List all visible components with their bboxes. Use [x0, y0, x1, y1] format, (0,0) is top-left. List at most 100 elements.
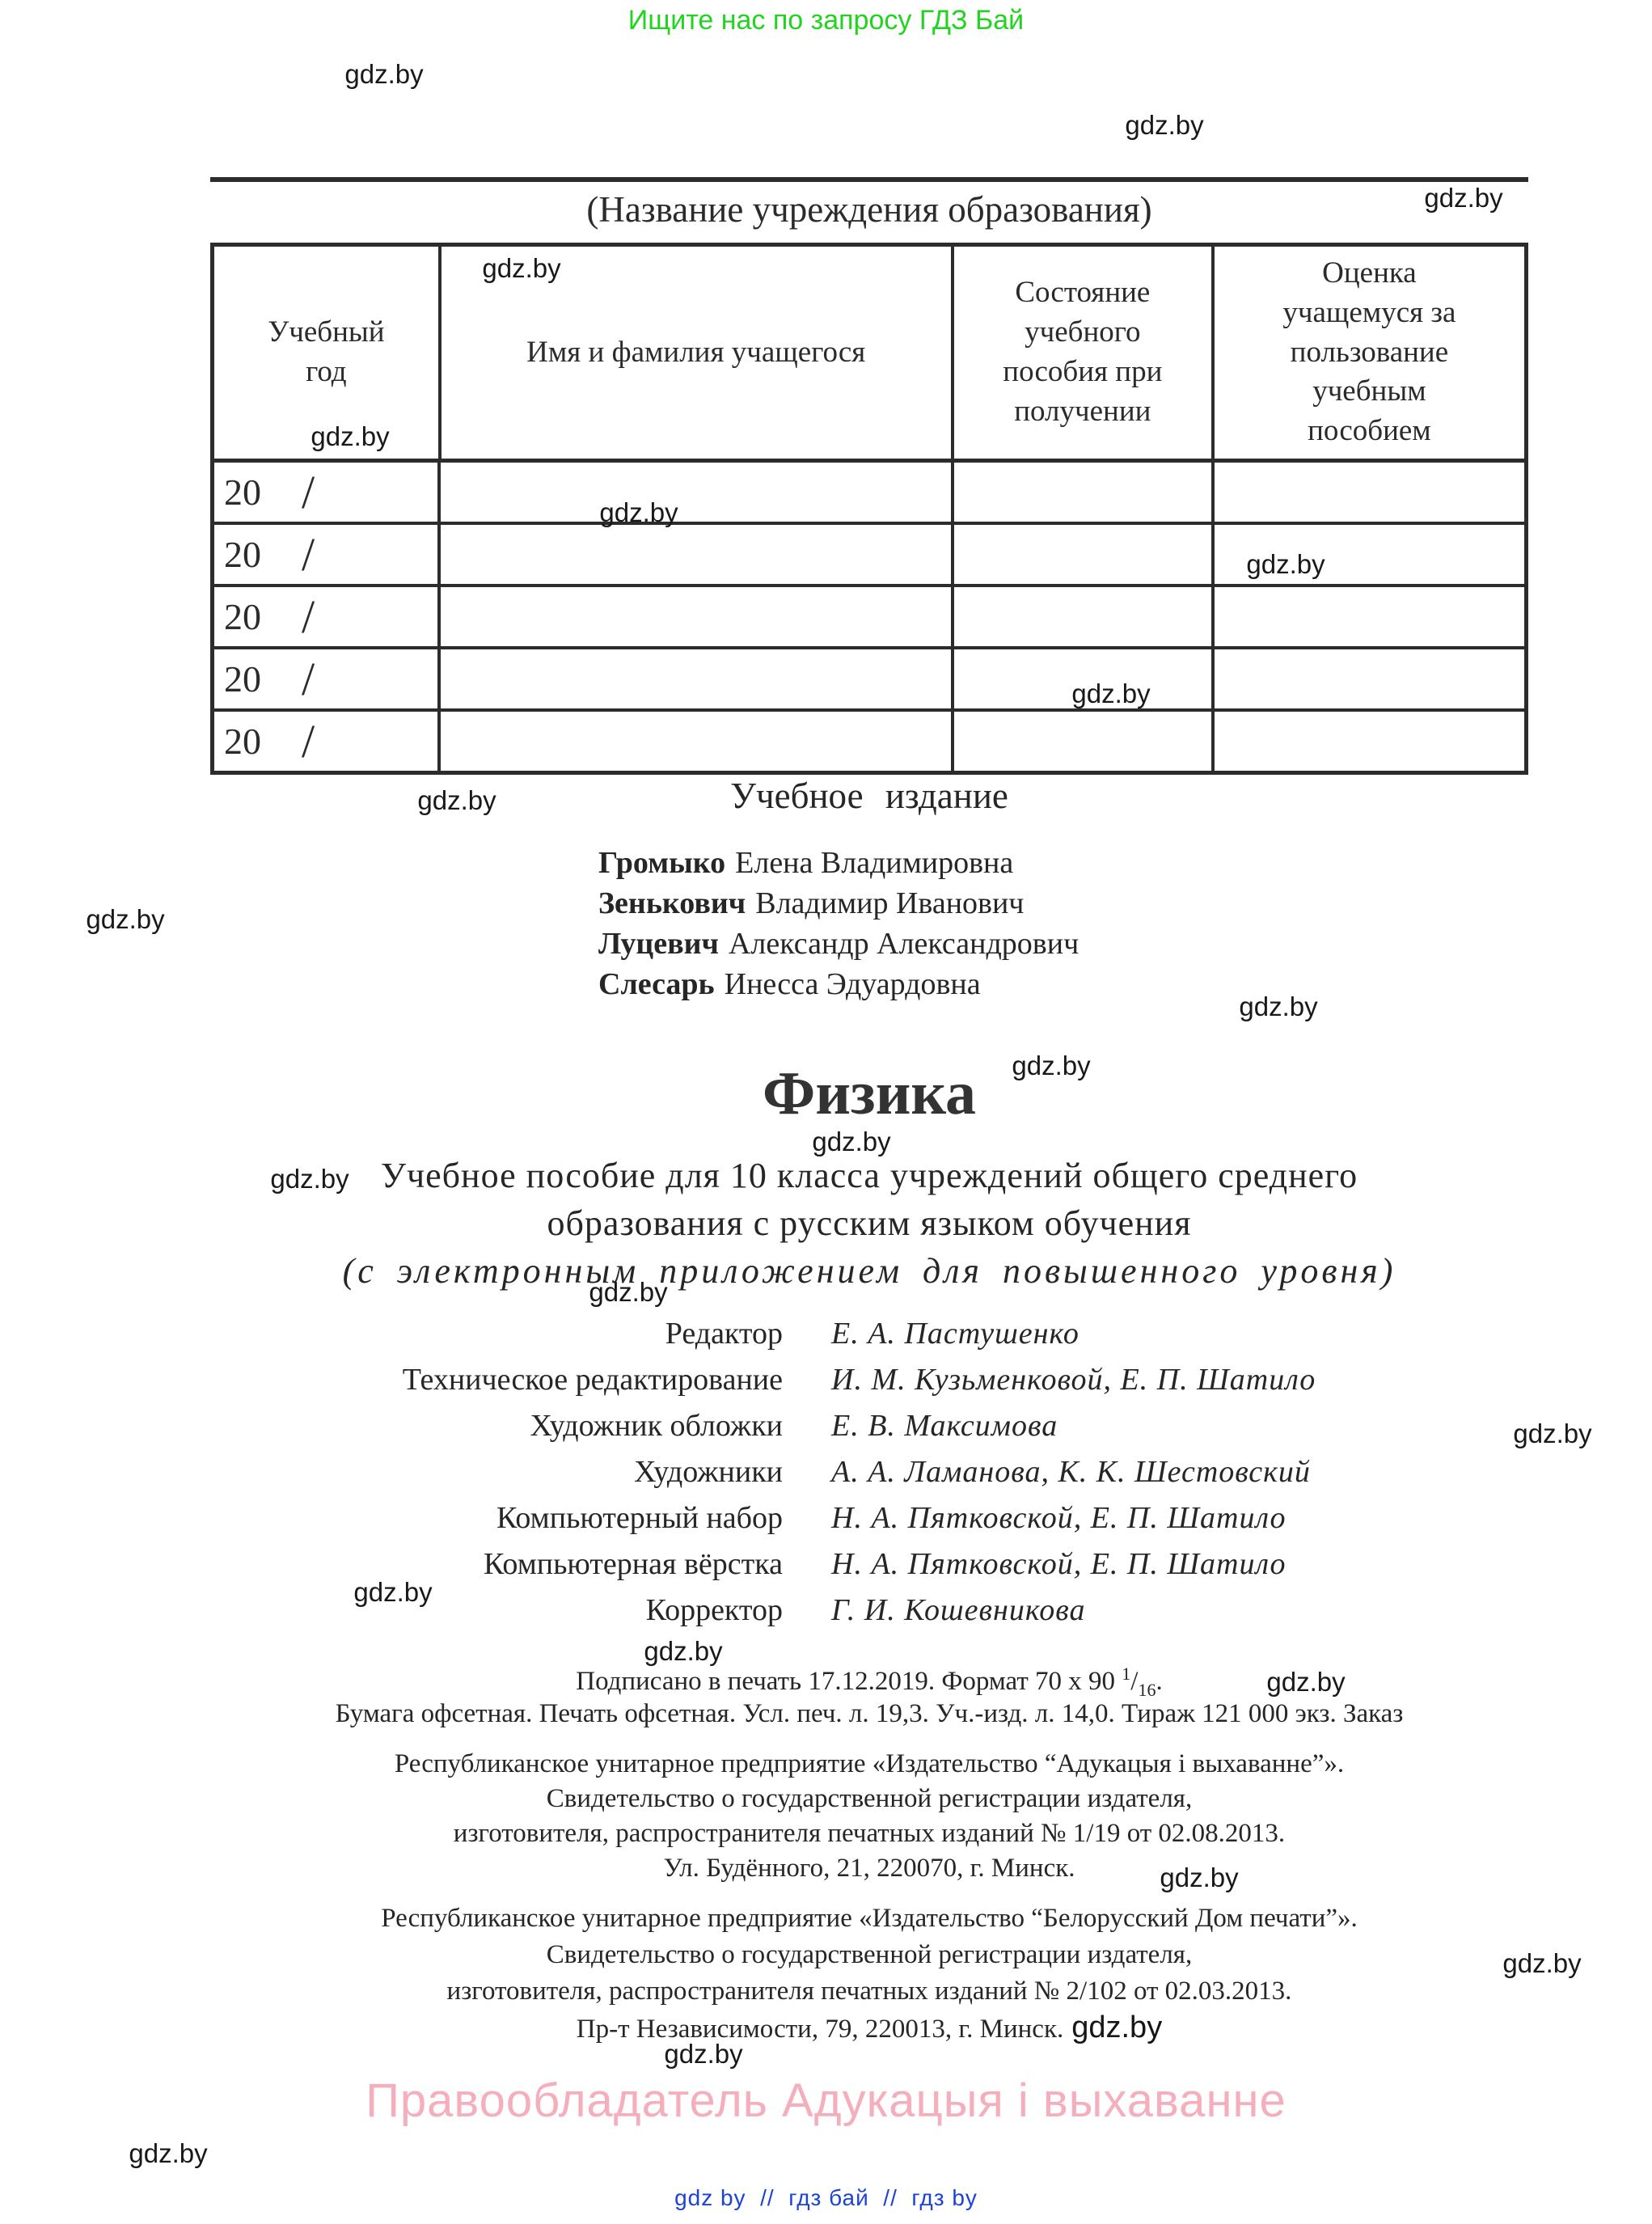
gdz-watermark: gdz.by — [1502, 1948, 1582, 1978]
gdz-watermark: gdz.by — [353, 1577, 433, 1607]
publisher-line: Свидетельство о государственной регистра… — [546, 1784, 1193, 1813]
credit-names: Г. И. Кошевникова — [831, 1592, 1086, 1627]
table-heading: (Название учреждения образования) — [586, 189, 1152, 230]
publisher-line: Свидетельство о государственной регистра… — [546, 1940, 1193, 1969]
gdz-watermark: gdz.by — [1012, 1051, 1091, 1080]
publisher-line: изготовителя, распространителя печатных … — [446, 1977, 1292, 2006]
footer-links[interactable]: gdz by // гдз бай // гдз by — [674, 2185, 978, 2210]
year-prefix: 20 — [224, 471, 261, 513]
gdz-watermark: gdz.by — [644, 1636, 723, 1666]
author-line: Зенькович Владимир Иванович — [598, 883, 1079, 924]
table-row: 20 / — [214, 584, 1524, 646]
empty-cell — [441, 712, 955, 771]
year-slash: / — [302, 715, 315, 767]
format-fraction-denominator: 16 — [1138, 1680, 1156, 1700]
book-title: Физика — [762, 1059, 977, 1127]
year-cell: 20 / — [214, 587, 442, 646]
gdz-watermark: gdz.by — [86, 904, 165, 934]
empty-cell — [954, 525, 1215, 584]
publisher-line: Пр-т Независимости, 79, 220013, г. Минск… — [210, 2010, 1528, 2048]
empty-cell — [441, 587, 955, 646]
year-prefix: 20 — [224, 596, 261, 637]
gdz-watermark: gdz.by — [344, 59, 424, 89]
gdz-watermark: gdz.by — [1266, 1667, 1346, 1697]
publisher-line: изготовителя, распространителя печатных … — [453, 1819, 1286, 1848]
empty-cell — [441, 649, 955, 708]
credit-row: Компьютерная вёрстка Н. А. Пятковской, Е.… — [210, 1541, 1528, 1587]
table-row: 20 / — [214, 522, 1524, 584]
signature-rule — [210, 177, 1528, 182]
table-row: 20 / — [214, 646, 1524, 708]
credit-names: Н. А. Пятковской, Е. П. Шатило — [831, 1500, 1287, 1535]
empty-cell — [954, 649, 1215, 708]
credit-row: Художники А. А. Ламанова, К. К. Шестовски… — [210, 1448, 1528, 1495]
empty-cell — [1215, 712, 1524, 771]
author-given-names: Елена Владимировна — [735, 846, 1014, 880]
imprint-text: Подписано в печать 17.12.2019. Формат 70… — [576, 1667, 1122, 1696]
top-search-banner: Ищите нас по запросу ГДЗ Бай — [627, 5, 1025, 36]
gdz-watermark: gdz.by — [270, 1164, 349, 1194]
imprint-line-1: Подписано в печать 17.12.2019. Формат 70… — [210, 1664, 1528, 1701]
credit-row: Редактор Е. А. Пастушенко — [210, 1310, 1528, 1356]
credit-names: Е. В. Максимова — [831, 1408, 1058, 1443]
format-fraction-slash: / — [1130, 1667, 1139, 1696]
gdz-watermark: gdz.by — [1513, 1419, 1592, 1448]
gdz-watermark: gdz.by — [1424, 183, 1503, 213]
year-cell: 20 / — [214, 525, 442, 584]
imprint-text: . — [1156, 1667, 1163, 1696]
gdz-watermark: gdz.by — [417, 785, 496, 815]
author-line: Слесарь Инесса Эдуардовна — [598, 964, 1079, 1004]
publisher-line: Ул. Будённого, 21, 220070, г. Минск. — [663, 1854, 1075, 1883]
gdz-watermark: gdz.by — [311, 421, 390, 451]
credit-role: Компьютерная вёрстка — [483, 1546, 783, 1581]
table-row: 20 / — [214, 708, 1524, 771]
gdz-watermark: gdz.by — [1160, 1862, 1239, 1892]
empty-cell — [441, 525, 955, 584]
author-line: Луцевич Александр Александрович — [598, 924, 1079, 964]
credit-role: Художник обложки — [530, 1408, 783, 1443]
year-slash: / — [302, 528, 315, 581]
credit-names: Н. А. Пятковской, Е. П. Шатило — [831, 1546, 1287, 1581]
empty-cell — [1215, 587, 1524, 646]
gdz-watermark: gdz.by — [482, 253, 561, 283]
author-given-names: Владимир Иванович — [755, 886, 1025, 920]
column-header-label: Оценка учащемуся за пользование учебным … — [1282, 256, 1456, 448]
year-cell: 20 / — [214, 649, 442, 708]
gdz-watermark: gdz.by — [664, 2039, 743, 2069]
year-cell: 20 / — [214, 712, 442, 771]
publisher-line: Республиканское унитарное предприятие «И… — [394, 1749, 1345, 1778]
column-header-condition: Состояние учебного пособия при получении — [954, 247, 1215, 459]
subtitle-line: образования с русским языком обучения — [547, 1203, 1192, 1243]
credit-role: Техническое редактирование — [402, 1362, 783, 1397]
gdz-watermark: gdz.by — [599, 497, 678, 527]
credit-row: Корректор Г. И. Кошевникова — [210, 1587, 1528, 1633]
empty-cell — [1215, 463, 1524, 522]
year-slash: / — [302, 466, 315, 518]
credit-role: Компьютерный набор — [496, 1500, 783, 1535]
gdz-watermark: gdz.by — [1071, 2010, 1163, 2044]
column-header-label: Учебный год — [268, 315, 385, 388]
imprint-line-2: Бумага офсетная. Печать офсетная. Усл. п… — [335, 1699, 1404, 1728]
credit-role: Редактор — [665, 1316, 783, 1351]
record-table: Учебный год Имя и фамилия учащегося Сост… — [210, 243, 1528, 775]
author-surname: Зенькович — [598, 886, 746, 920]
format-fraction-numerator: 1 — [1122, 1664, 1131, 1684]
credit-row: Компьютерный набор Н. А. Пятковской, Е. П… — [210, 1495, 1528, 1541]
column-header-label: Имя и фамилия учащегося — [526, 335, 866, 369]
gdz-watermark: gdz.by — [1071, 679, 1151, 708]
subtitle-line-italic: (с электронным приложением для повышенно… — [342, 1251, 1396, 1291]
year-slash: / — [302, 653, 315, 705]
authors-block: Громыко Елена Владимировна Зенькович Влади… — [598, 843, 1079, 1004]
credit-role: Корректор — [645, 1592, 783, 1627]
empty-cell — [954, 587, 1215, 646]
rights-holder-line: Правообладатель Адукацыя і выхаванне — [365, 2074, 1287, 2127]
empty-cell — [441, 463, 955, 522]
table-row: 20 / — [214, 463, 1524, 522]
year-cell: 20 / — [214, 463, 442, 522]
gdz-watermark: gdz.by — [129, 2138, 208, 2168]
table-header-row: Учебный год Имя и фамилия учащегося Сост… — [214, 247, 1524, 463]
gdz-watermark: gdz.by — [1239, 991, 1318, 1021]
empty-cell — [954, 712, 1215, 771]
publisher-address: Пр-т Независимости, 79, 220013, г. Минск… — [576, 2015, 1064, 2044]
